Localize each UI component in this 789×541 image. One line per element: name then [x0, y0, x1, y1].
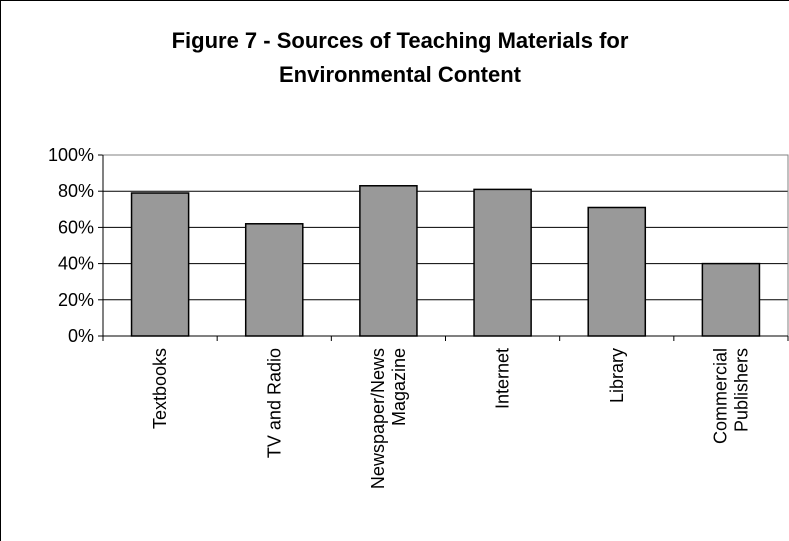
bar [587, 206, 647, 337]
chart-title: Figure 7 - Sources of Teaching Materials… [172, 28, 629, 87]
y-tick-label: 0% [68, 326, 94, 346]
bar [473, 188, 532, 337]
bar [244, 223, 304, 337]
x-tick-label: Newspaper/NewsMagazine [368, 348, 409, 489]
x-tick-label: TV and Radio [264, 348, 284, 458]
y-tick-label: 40% [58, 254, 94, 274]
x-tick-label: Internet [493, 348, 513, 409]
y-tick-label: 20% [58, 290, 94, 310]
x-tick-label: CommercialPublishers [710, 348, 751, 444]
bar [130, 192, 190, 337]
x-tick-label: Library [607, 348, 627, 403]
y-tick-label: 100% [48, 145, 94, 165]
x-tick-label: Textbooks [150, 348, 170, 429]
y-tick-label: 60% [58, 217, 94, 237]
bar [359, 185, 418, 337]
y-tick-label: 80% [58, 181, 94, 201]
bar [701, 262, 761, 337]
